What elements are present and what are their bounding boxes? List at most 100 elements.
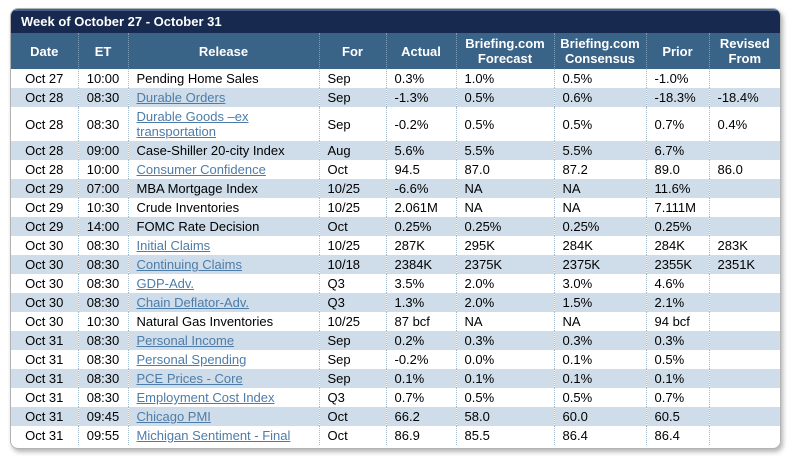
prior-cell: 11.6% bbox=[645, 179, 709, 198]
consensus-cell: 1.5% bbox=[553, 293, 646, 312]
date-cell: Oct 31 bbox=[25, 409, 64, 424]
actual-cell: 3.5% bbox=[385, 274, 456, 293]
date-cell: Oct 28 bbox=[25, 143, 64, 158]
forecast-cell: NA bbox=[455, 312, 554, 331]
et-cell: 08:30 bbox=[77, 88, 128, 107]
release-link[interactable]: Michigan Sentiment - Final bbox=[136, 428, 291, 443]
release-cell: Initial Claims bbox=[127, 236, 319, 255]
prior-cell: 0.3% bbox=[645, 331, 709, 350]
prior-cell: -1.0% bbox=[645, 69, 709, 88]
consensus-cell: 2375K bbox=[553, 255, 646, 274]
actual-cell: 66.2 bbox=[385, 407, 456, 426]
prior-cell: 94 bcf bbox=[645, 312, 709, 331]
forecast-cell: 87.0 bbox=[455, 160, 554, 179]
consensus-cell: 5.5% bbox=[553, 141, 646, 160]
economic-calendar-table: Week of October 27 - October 31 Date ET Re… bbox=[11, 9, 780, 445]
forecast-cell: 0.1% bbox=[455, 369, 554, 388]
release-cell: Durable Orders bbox=[127, 88, 319, 107]
revised-cell bbox=[708, 141, 780, 160]
column-header-consensus: Briefing.com Consensus bbox=[553, 33, 646, 69]
revised-cell bbox=[708, 217, 780, 236]
release-cell: Durable Goods –ex transportation bbox=[127, 107, 319, 141]
date-cell: Oct 31 bbox=[25, 371, 64, 386]
revised-cell bbox=[708, 407, 780, 426]
for-cell: Q3 bbox=[318, 293, 386, 312]
actual-cell: -1.3% bbox=[385, 88, 456, 107]
release-link[interactable]: Personal Spending bbox=[136, 352, 247, 367]
for-cell: Oct bbox=[318, 160, 386, 179]
prior-cell: 0.1% bbox=[645, 369, 709, 388]
table-row: Oct 30 08:30 Initial Claims 10/25 287K 295K 28… bbox=[11, 236, 780, 255]
for-cell: Oct bbox=[318, 217, 386, 236]
prior-cell: 60.5 bbox=[645, 407, 709, 426]
revised-cell bbox=[708, 179, 780, 198]
et-cell: 08:30 bbox=[77, 274, 128, 293]
table-row: Oct 30 08:30 Chain Deflator-Adv. Q3 1.3% 2.0%… bbox=[11, 293, 780, 312]
release-link[interactable]: Durable Orders bbox=[136, 90, 226, 105]
revised-cell bbox=[708, 388, 780, 407]
consensus-cell: 0.6% bbox=[553, 88, 646, 107]
actual-cell: 87 bcf bbox=[385, 312, 456, 331]
release-link[interactable]: Durable Goods –ex transportation bbox=[136, 109, 249, 139]
release-cell: MBA Mortgage Index bbox=[127, 179, 319, 198]
forecast-cell: 0.0% bbox=[455, 350, 554, 369]
for-cell: Sep bbox=[318, 107, 386, 141]
for-cell: Q3 bbox=[318, 388, 386, 407]
date-cell: Oct 31 bbox=[25, 333, 64, 348]
for-cell: Sep bbox=[318, 350, 386, 369]
column-header-revised: Revised From bbox=[708, 33, 780, 69]
release-link[interactable]: Consumer Confidence bbox=[136, 162, 266, 177]
release-link[interactable]: Initial Claims bbox=[136, 238, 211, 253]
release-cell: Personal Spending bbox=[127, 350, 319, 369]
et-cell: 08:30 bbox=[77, 107, 128, 141]
revised-cell bbox=[708, 350, 780, 369]
actual-cell: -6.6% bbox=[385, 179, 456, 198]
et-cell: 07:00 bbox=[77, 179, 128, 198]
release-link[interactable]: Chicago PMI bbox=[136, 409, 211, 424]
release-link[interactable]: Employment Cost Index bbox=[136, 390, 275, 405]
prior-cell: 6.7% bbox=[645, 141, 709, 160]
revised-cell bbox=[708, 369, 780, 388]
actual-cell: 2384K bbox=[385, 255, 456, 274]
forecast-cell: NA bbox=[455, 179, 554, 198]
forecast-cell: 85.5 bbox=[455, 426, 554, 445]
release-cell: Continuing Claims bbox=[127, 255, 319, 274]
release-label: FOMC Rate Decision bbox=[136, 219, 260, 234]
forecast-cell: 1.0% bbox=[455, 69, 554, 88]
actual-cell: 287K bbox=[385, 236, 456, 255]
et-cell: 14:00 bbox=[77, 217, 128, 236]
table-row: Oct 31 09:45 Chicago PMI Oct 66.2 58.0 60.0 60.… bbox=[11, 407, 780, 426]
consensus-cell: 0.1% bbox=[553, 350, 646, 369]
et-cell: 08:30 bbox=[77, 293, 128, 312]
release-cell: Natural Gas Inventories bbox=[127, 312, 319, 331]
release-cell: PCE Prices - Core bbox=[127, 369, 319, 388]
et-cell: 08:30 bbox=[77, 388, 128, 407]
prior-cell: 0.5% bbox=[645, 350, 709, 369]
release-cell: Case-Shiller 20-city Index bbox=[127, 141, 319, 160]
release-link[interactable]: Chain Deflator-Adv. bbox=[136, 295, 249, 310]
table-row: Oct 31 09:55 Michigan Sentiment - Final Oct… bbox=[11, 426, 780, 445]
forecast-cell: 0.5% bbox=[455, 88, 554, 107]
actual-cell: 0.2% bbox=[385, 331, 456, 350]
forecast-cell: 295K bbox=[455, 236, 554, 255]
release-link[interactable]: Continuing Claims bbox=[136, 257, 243, 272]
et-cell: 09:45 bbox=[77, 407, 128, 426]
for-cell: 10/18 bbox=[318, 255, 386, 274]
table-row: Oct 31 08:30 PCE Prices - Core Sep 0.1% 0.1% 0… bbox=[11, 369, 780, 388]
release-link[interactable]: GDP-Adv. bbox=[136, 276, 195, 291]
for-cell: Q3 bbox=[318, 274, 386, 293]
revised-cell: -18.4% bbox=[708, 88, 780, 107]
revised-cell bbox=[708, 274, 780, 293]
table-row: Oct 29 07:00 MBA Mortgage Index 10/25 -6.6% N… bbox=[11, 179, 780, 198]
release-label: Pending Home Sales bbox=[136, 71, 259, 86]
release-link[interactable]: Personal Income bbox=[136, 333, 235, 348]
prior-cell: 2.1% bbox=[645, 293, 709, 312]
forecast-cell: 0.25% bbox=[455, 217, 554, 236]
et-cell: 09:00 bbox=[77, 141, 128, 160]
for-cell: Sep bbox=[318, 331, 386, 350]
prior-cell: 0.7% bbox=[645, 388, 709, 407]
forecast-cell: 58.0 bbox=[455, 407, 554, 426]
forecast-cell: 2375K bbox=[455, 255, 554, 274]
release-link[interactable]: PCE Prices - Core bbox=[136, 371, 243, 386]
